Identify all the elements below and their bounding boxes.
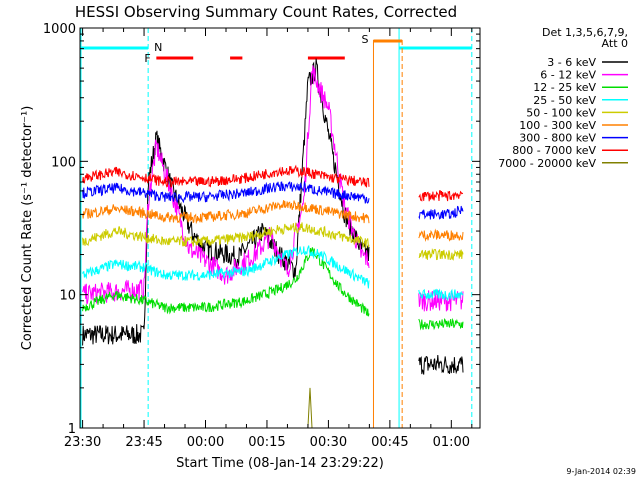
- flags-layer: NF S: [80, 28, 473, 428]
- series-line: [418, 288, 464, 302]
- legend-entry-label: 800 - 7000 keV: [512, 144, 596, 157]
- series-layer: [82, 58, 464, 429]
- legend-entry-label: 12 - 25 keV: [533, 81, 596, 94]
- y-tick-label: 10: [59, 289, 76, 304]
- y-tick-label: 100: [51, 155, 76, 170]
- legend-entry-label: 7000 - 20000 keV: [498, 157, 596, 170]
- series-line: [82, 180, 370, 204]
- timestamp-label: 9-Jan-2014 02:39: [566, 467, 636, 476]
- legend-header: Att 0: [602, 37, 628, 50]
- chart-title: HESSI Observing Summary Count Rates, Cor…: [75, 3, 457, 21]
- series-line: [82, 164, 370, 189]
- series-line: [82, 245, 370, 289]
- series-line: [418, 228, 464, 243]
- legend-entry-label: 100 - 300 keV: [519, 119, 596, 132]
- series-line: [418, 190, 464, 202]
- y-axis-label: Corrected Count Rate (s⁻¹ detector⁻¹): [20, 106, 35, 351]
- x-tick-label: 01:00: [433, 435, 470, 450]
- series-line: [307, 387, 313, 429]
- series-line: [418, 205, 464, 220]
- x-tick-label: 23:45: [125, 435, 162, 450]
- legend-entry-label: 50 - 100 keV: [526, 106, 596, 119]
- series-line: [82, 65, 370, 305]
- series-line: [418, 317, 464, 331]
- series-line: [418, 248, 464, 261]
- legend-entry-label: 3 - 6 keV: [547, 56, 596, 69]
- plot-frame: [79, 27, 481, 429]
- x-tick-label: 00:30: [310, 435, 347, 450]
- series-line: [82, 200, 370, 225]
- y-tick-label: 1: [68, 422, 76, 437]
- plot-area: NF S: [79, 27, 481, 429]
- night-flag-label: N: [154, 41, 162, 54]
- x-tick-label: 00:45: [371, 435, 408, 450]
- x-tick-label: 00:00: [187, 435, 224, 450]
- series-line: [82, 222, 370, 249]
- legend-entry-label: 300 - 800 keV: [519, 132, 596, 145]
- x-axis: 23:30 23:45 00:00 00:15 00:30 00:45 01:00: [64, 28, 473, 450]
- x-tick-label: 23:30: [64, 435, 101, 450]
- saa-flag-label: S: [361, 33, 368, 46]
- legend-entry-label: 25 - 50 keV: [533, 94, 596, 107]
- x-axis-label: Start Time (08-Jan-14 23:29:22): [176, 456, 384, 471]
- legend-entry-label: 6 - 12 keV: [540, 69, 596, 82]
- series-line: [418, 354, 464, 375]
- y-tick-label: 1000: [43, 22, 76, 37]
- legend-header: Det 1,3,5,6,7,9,: [542, 26, 628, 39]
- flare-flag-label: F: [144, 52, 150, 65]
- x-tick-label: 00:15: [248, 435, 285, 450]
- y-axis: 1 10 100 1000: [43, 22, 480, 437]
- series-line: [82, 247, 370, 317]
